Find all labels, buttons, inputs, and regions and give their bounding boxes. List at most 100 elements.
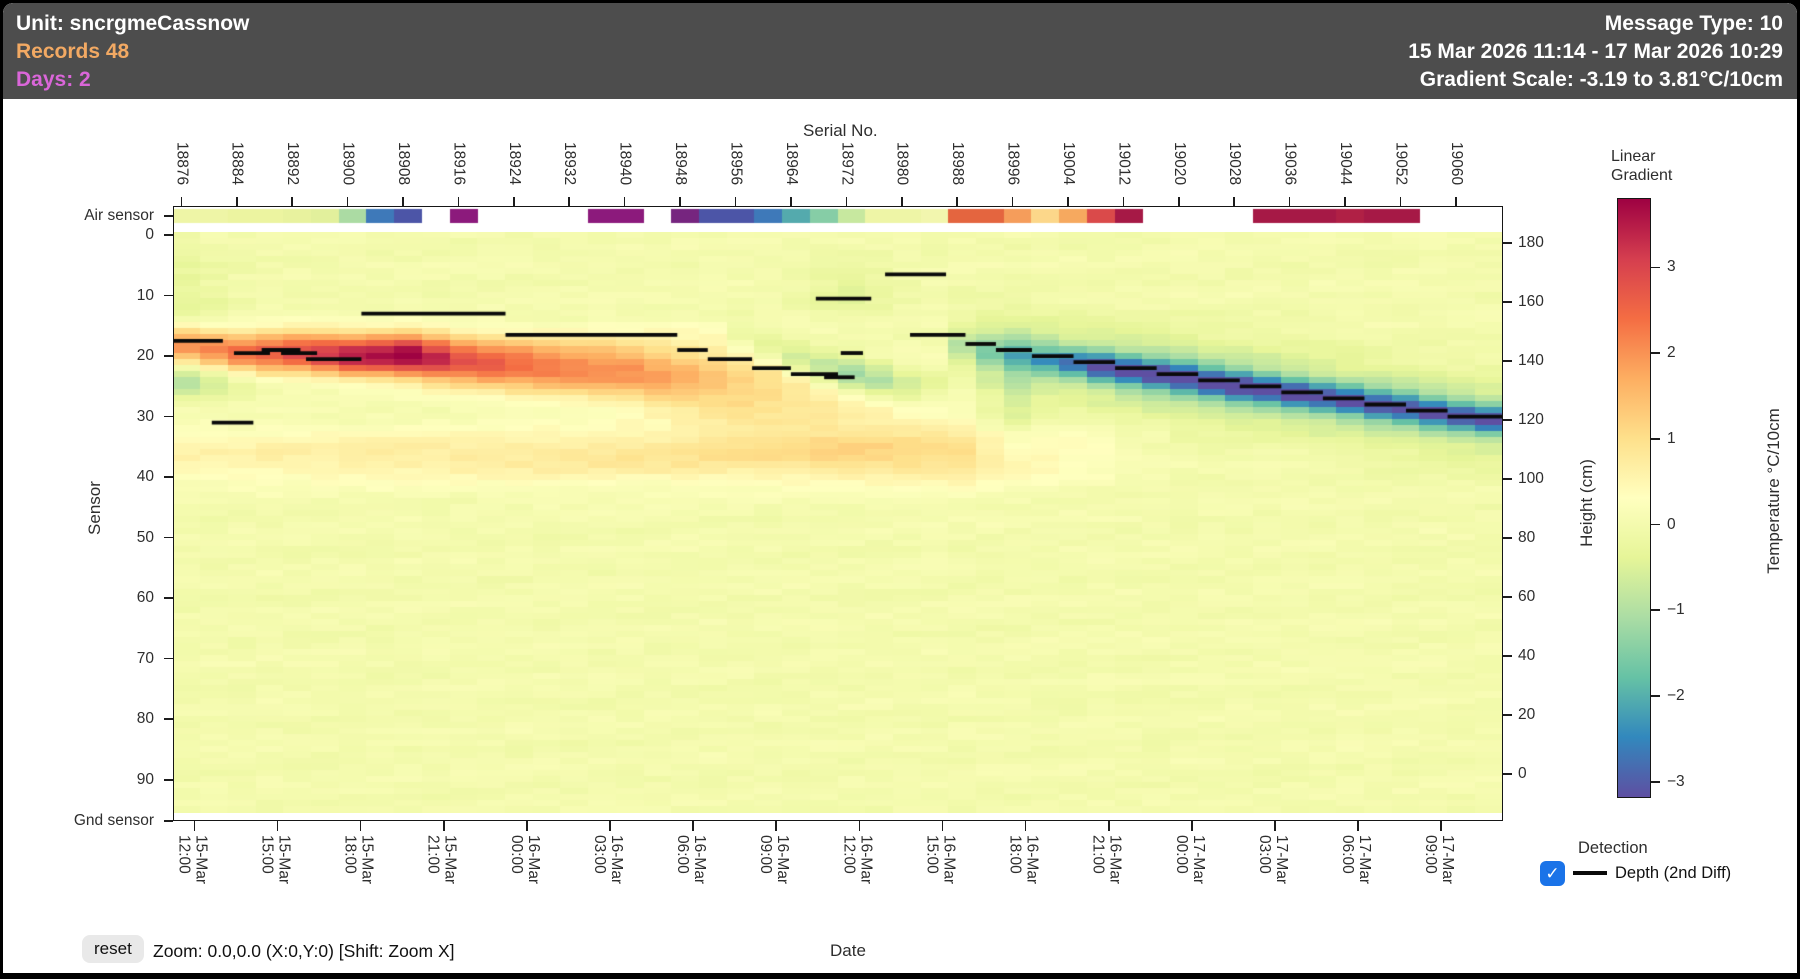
date-tick-label: 17-Mar 09:00: [1422, 835, 1457, 885]
serial-tick-label: 19004: [1059, 141, 1077, 185]
days-label: Days: 2: [16, 68, 91, 91]
serial-tick: [346, 197, 349, 206]
sensor-tick: [164, 476, 173, 478]
serial-tick-label: 18964: [782, 141, 800, 185]
serial-tick: [1011, 197, 1014, 206]
date-tick-label: 16-Mar 12:00: [840, 835, 875, 885]
height-tick: [1503, 478, 1512, 480]
serial-tick: [513, 197, 515, 206]
colorbar-tick: [1651, 695, 1660, 697]
serial-tick-label: 19052: [1392, 141, 1410, 185]
date-tick-label: 16-Mar 18:00: [1006, 835, 1041, 885]
date-tick-label: 16-Mar 15:00: [923, 835, 958, 885]
date-tick-label: 15-Mar 21:00: [424, 835, 459, 885]
depth-checkbox[interactable]: ✓: [1540, 861, 1565, 886]
sensor-axis-title: Sensor: [84, 481, 104, 535]
date-tick: [1191, 821, 1193, 831]
sensor-tick: [164, 597, 173, 599]
colorbar-tick-label: −3: [1667, 772, 1685, 790]
serial-tick-label: 19044: [1337, 141, 1355, 185]
serial-tick-label: 18916: [450, 141, 468, 185]
date-tick: [276, 821, 279, 831]
serial-tick: [1178, 197, 1180, 206]
heatmap-canvas[interactable]: [173, 232, 1503, 813]
sensor-tick-label: 0: [145, 226, 154, 244]
colorbar-tick: [1651, 266, 1660, 269]
date-tick: [941, 821, 944, 831]
height-tick-label: 180: [1518, 234, 1544, 251]
date-tick: [442, 821, 445, 831]
reset-button[interactable]: reset: [82, 935, 144, 963]
sensor-tick-label: 80: [136, 710, 154, 728]
date-tick-label: 17-Mar 00:00: [1172, 835, 1207, 885]
date-axis-title: Date: [830, 941, 866, 960]
height-tick-label: 0: [1518, 765, 1527, 782]
legend-title: Detection: [1578, 839, 1648, 857]
date-tick-label: 17-Mar 06:00: [1339, 835, 1374, 885]
serial-tick: [291, 197, 293, 206]
sensor-tick: [164, 778, 173, 781]
date-tick-label: 16-Mar 00:00: [507, 835, 542, 885]
serial-tick-label: 19060: [1447, 141, 1465, 185]
height-tick: [1503, 301, 1512, 303]
height-tick: [1503, 419, 1512, 421]
message-type-label: Message Type: 10: [1604, 12, 1783, 35]
sensor-tick-label: 40: [136, 468, 154, 486]
air-sensor-strip[interactable]: [173, 208, 1503, 224]
colorbar-tick-label: 3: [1667, 258, 1676, 276]
serial-tick-label: 19020: [1170, 141, 1188, 185]
colorbar-tick-label: −1: [1667, 601, 1685, 619]
serial-tick: [900, 197, 903, 206]
date-tick: [1107, 821, 1110, 831]
serial-tick-label: 19012: [1115, 141, 1133, 185]
date-tick-label: 16-Mar 06:00: [674, 835, 709, 885]
date-tick-label: 16-Mar 09:00: [757, 835, 792, 885]
height-tick-label: 140: [1518, 352, 1544, 369]
serial-tick-label: 18908: [394, 141, 412, 185]
date-tick-label: 16-Mar 03:00: [590, 835, 625, 885]
sensor-air-label: Air sensor: [84, 207, 154, 224]
date-tick: [1024, 821, 1027, 831]
height-tick-label: 100: [1518, 470, 1544, 487]
date-tick: [359, 821, 362, 831]
date-tick: [692, 821, 694, 831]
sensor-tick-label: 30: [136, 407, 154, 425]
sensor-tick: [164, 820, 173, 822]
sensor-tick-label: 50: [136, 528, 154, 546]
serial-tick: [679, 197, 681, 206]
serial-tick: [1399, 197, 1402, 206]
sensor-tick-label: 20: [136, 347, 154, 365]
sensor-tick-label: 60: [136, 589, 154, 607]
serial-tick-label: 18876: [173, 141, 191, 185]
serial-tick: [180, 197, 183, 206]
serial-tick-label: 18940: [616, 141, 634, 185]
serial-tick: [1122, 197, 1125, 206]
sensor-tick: [164, 294, 173, 297]
serial-tick-label: 18932: [561, 141, 579, 185]
sensor-tick: [164, 215, 173, 217]
colorbar-tick-label: 1: [1667, 429, 1676, 447]
height-tick-label: 20: [1518, 706, 1536, 723]
height-tick-label: 160: [1518, 293, 1544, 310]
serial-tick-label: 18948: [672, 141, 690, 185]
colorbar-tick-label: 2: [1667, 344, 1676, 362]
serial-tick: [402, 197, 404, 206]
sensor-tick: [164, 355, 173, 357]
date-tick-label: 16-Mar 21:00: [1089, 835, 1124, 885]
serial-tick-label: 18956: [727, 141, 745, 185]
date-tick-label: 15-Mar 18:00: [341, 835, 376, 885]
colorbar-gradient: [1617, 198, 1651, 798]
serial-tick: [734, 197, 737, 206]
serial-tick: [568, 197, 571, 206]
colorbar-tick: [1651, 523, 1660, 526]
header-bar: Unit: sncrgmeCassnow Records 48 Days: 2 …: [3, 3, 1797, 99]
colorbar-label: Temperature °C/10cm: [1763, 408, 1783, 574]
sensor-tick: [164, 718, 173, 720]
date-tick-label: 17-Mar 03:00: [1255, 835, 1290, 885]
serial-tick: [235, 197, 238, 206]
date-tick: [526, 821, 528, 831]
date-tick: [1440, 821, 1442, 831]
date-tick: [775, 821, 777, 831]
serial-tick-label: 19028: [1226, 141, 1244, 185]
